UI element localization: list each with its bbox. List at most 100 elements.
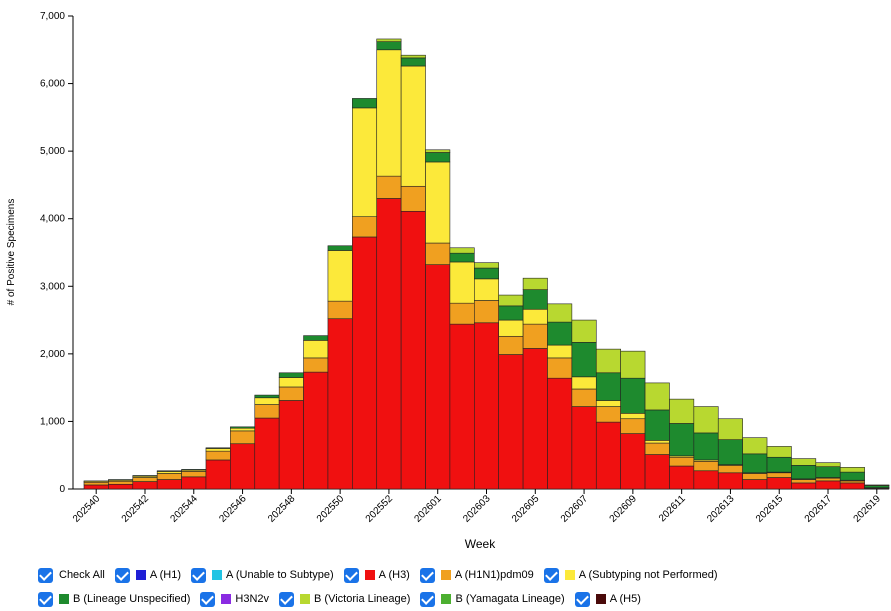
bar-segment bbox=[718, 465, 742, 472]
bar-segment bbox=[279, 373, 303, 378]
x-tick-label: 202619 bbox=[852, 493, 884, 525]
x-tick-label: 202540 bbox=[71, 493, 103, 525]
legend-label: A (H3) bbox=[379, 569, 410, 581]
bar-segment bbox=[328, 301, 352, 319]
legend-swatch bbox=[441, 594, 451, 604]
bar-segment bbox=[840, 481, 864, 483]
bar-segment bbox=[230, 428, 254, 431]
bar-segment bbox=[718, 440, 742, 465]
bar-segment bbox=[450, 303, 474, 324]
legend-item: H3N2v bbox=[200, 587, 269, 611]
legend-item: A (H1) bbox=[115, 563, 181, 587]
legend-label: H3N2v bbox=[235, 593, 269, 605]
bar-segment bbox=[426, 265, 450, 489]
checkbox[interactable] bbox=[344, 568, 359, 583]
chart: # of Positive Specimens Week 01,0002,000… bbox=[0, 0, 891, 560]
bar-segment bbox=[645, 410, 669, 440]
checkbox[interactable] bbox=[544, 568, 559, 583]
x-tick-label: 202603 bbox=[461, 493, 493, 525]
bar-segment bbox=[816, 467, 840, 478]
bar-segment bbox=[108, 481, 132, 484]
bar-segment bbox=[718, 473, 742, 489]
checkbox[interactable] bbox=[279, 592, 294, 607]
bar-segment bbox=[206, 448, 230, 451]
legend-label: B (Lineage Unspecified) bbox=[73, 593, 190, 605]
bar-segment bbox=[499, 306, 523, 320]
legend-label: Check All bbox=[59, 569, 105, 581]
bar-segment bbox=[474, 300, 498, 322]
legend-swatch bbox=[136, 570, 146, 580]
bar-segment bbox=[572, 377, 596, 389]
bar-segment bbox=[621, 351, 645, 378]
bar-segment bbox=[572, 389, 596, 407]
y-tick-label: 4,000 bbox=[40, 214, 65, 225]
y-tick-label: 7,000 bbox=[40, 11, 65, 22]
bar-segment bbox=[865, 485, 889, 486]
bar-segment bbox=[523, 348, 547, 489]
bar-segment bbox=[499, 355, 523, 489]
bar-segment bbox=[401, 58, 425, 66]
bar-segment bbox=[304, 372, 328, 489]
bar-segment bbox=[694, 461, 718, 470]
bar-segment bbox=[377, 39, 401, 42]
bar-segment bbox=[377, 50, 401, 176]
bar-segment bbox=[767, 478, 791, 489]
legend-label: B (Victoria Lineage) bbox=[314, 593, 410, 605]
bar-segment bbox=[743, 473, 767, 479]
bar-segment bbox=[743, 454, 767, 473]
x-tick-label: 202552 bbox=[364, 493, 396, 525]
bar-segment bbox=[255, 395, 279, 398]
checkbox[interactable] bbox=[200, 592, 215, 607]
bar-segment bbox=[206, 451, 230, 460]
bar-segment bbox=[669, 466, 693, 489]
bar-segment bbox=[279, 378, 303, 387]
bar-segment bbox=[157, 480, 181, 489]
bar-segment bbox=[474, 323, 498, 489]
bar-segment bbox=[694, 433, 718, 460]
x-tick-label: 202609 bbox=[608, 493, 640, 525]
bar-segment bbox=[791, 465, 815, 479]
x-tick-label: 202605 bbox=[510, 493, 542, 525]
bar-segment bbox=[694, 471, 718, 489]
legend-label: A (H5) bbox=[610, 593, 641, 605]
x-tick-label: 202548 bbox=[266, 493, 298, 525]
bar-segment bbox=[572, 407, 596, 489]
bar-segment bbox=[279, 400, 303, 489]
bar-segment bbox=[523, 278, 547, 289]
bar-segment bbox=[669, 399, 693, 423]
y-tick-label: 0 bbox=[59, 484, 65, 495]
bar-segment bbox=[377, 42, 401, 50]
checkbox[interactable] bbox=[420, 592, 435, 607]
bar-segment bbox=[133, 482, 157, 489]
bar-segment bbox=[547, 304, 571, 322]
bar-segment bbox=[499, 295, 523, 306]
bar-segment bbox=[596, 407, 620, 423]
x-tick-label: 202601 bbox=[412, 493, 444, 525]
bar-segment bbox=[743, 438, 767, 454]
y-tick-label: 3,000 bbox=[40, 281, 65, 292]
x-tick-label: 202615 bbox=[754, 493, 786, 525]
bar-segment bbox=[450, 324, 474, 489]
bar-segment bbox=[816, 463, 840, 467]
bar-segment bbox=[230, 431, 254, 444]
bar-segment bbox=[767, 457, 791, 472]
checkbox[interactable] bbox=[115, 568, 130, 583]
bar-segment bbox=[401, 66, 425, 186]
checkbox[interactable] bbox=[38, 592, 53, 607]
bar-segment bbox=[840, 483, 864, 489]
bar-segment bbox=[572, 342, 596, 376]
bar-segment bbox=[596, 373, 620, 401]
legend-item: A (H1N1)pdm09 bbox=[420, 563, 534, 587]
checkbox[interactable] bbox=[38, 568, 53, 583]
bar-segment bbox=[352, 217, 376, 237]
checkbox[interactable] bbox=[191, 568, 206, 583]
bar-segment bbox=[304, 336, 328, 341]
bar-segment bbox=[133, 478, 157, 482]
bar-segment bbox=[669, 423, 693, 455]
checkbox[interactable] bbox=[420, 568, 435, 583]
bar-segment bbox=[182, 471, 206, 476]
legend-swatch bbox=[596, 594, 606, 604]
bar-segment bbox=[304, 340, 328, 358]
checkbox[interactable] bbox=[575, 592, 590, 607]
